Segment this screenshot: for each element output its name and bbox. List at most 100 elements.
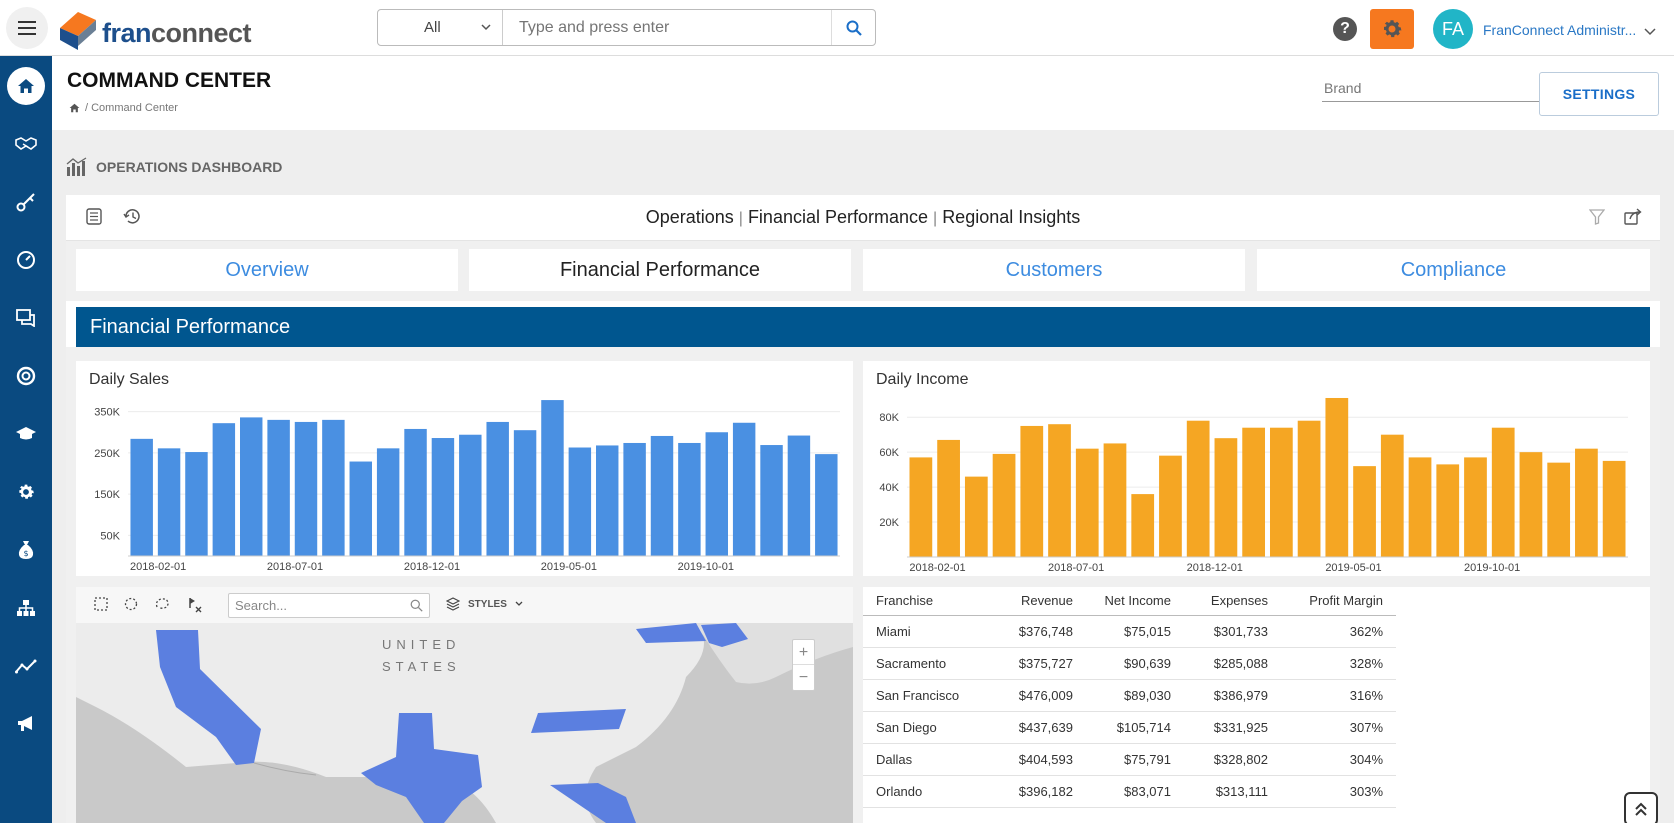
state-massachusetts[interactable] bbox=[701, 623, 748, 647]
bar[interactable] bbox=[1297, 420, 1321, 557]
bar[interactable] bbox=[157, 448, 181, 556]
nav-marketing[interactable] bbox=[0, 702, 52, 746]
tab-overview[interactable]: Overview bbox=[76, 249, 458, 291]
share-icon[interactable] bbox=[1624, 208, 1642, 225]
map-search-input[interactable]: Search... bbox=[228, 593, 430, 618]
bar[interactable] bbox=[1159, 455, 1182, 557]
bar[interactable] bbox=[130, 438, 153, 556]
brand-select[interactable]: Brand bbox=[1322, 76, 1576, 102]
bar[interactable] bbox=[596, 445, 619, 556]
bar[interactable] bbox=[1353, 466, 1376, 557]
bar[interactable] bbox=[376, 448, 400, 556]
rectangle-select-icon[interactable] bbox=[94, 597, 108, 611]
crumb-operations[interactable]: Operations bbox=[645, 207, 734, 227]
bar[interactable] bbox=[937, 439, 960, 557]
bar[interactable] bbox=[760, 445, 783, 556]
nav-messages[interactable] bbox=[0, 296, 52, 340]
nav-settings[interactable] bbox=[0, 470, 52, 514]
column-header-net-income[interactable]: Net Income bbox=[1086, 587, 1184, 616]
bar[interactable] bbox=[732, 422, 756, 556]
bar[interactable] bbox=[992, 453, 1016, 557]
bar[interactable] bbox=[1325, 397, 1349, 557]
zoom-in-button[interactable]: + bbox=[793, 640, 814, 665]
bar[interactable] bbox=[1131, 494, 1155, 557]
search-category-select[interactable]: All bbox=[378, 10, 503, 45]
bar[interactable] bbox=[568, 447, 592, 556]
bar[interactable] bbox=[1519, 452, 1543, 557]
bar[interactable] bbox=[1464, 457, 1487, 557]
nav-training[interactable] bbox=[0, 412, 52, 456]
bar[interactable] bbox=[815, 454, 838, 556]
nav-handshake[interactable] bbox=[0, 122, 52, 166]
bar[interactable] bbox=[1186, 420, 1210, 557]
state-tennessee[interactable] bbox=[531, 709, 626, 733]
home-icon[interactable] bbox=[69, 103, 80, 113]
user-name-label[interactable]: FranConnect Administr... bbox=[1483, 22, 1637, 38]
list-icon[interactable] bbox=[86, 208, 102, 225]
bar[interactable] bbox=[1048, 424, 1071, 557]
bar[interactable] bbox=[623, 442, 646, 556]
bar[interactable] bbox=[1103, 443, 1127, 557]
state-florida[interactable] bbox=[550, 783, 636, 823]
search-input[interactable] bbox=[503, 10, 831, 45]
chevron-down-icon[interactable] bbox=[1644, 27, 1656, 37]
state-new-york[interactable] bbox=[636, 623, 706, 643]
bar[interactable] bbox=[650, 435, 674, 556]
nav-org-chart[interactable] bbox=[0, 586, 52, 630]
bar[interactable] bbox=[212, 423, 236, 556]
filter-icon[interactable] bbox=[1589, 209, 1605, 225]
bar[interactable] bbox=[964, 476, 988, 557]
hamburger-menu-button[interactable] bbox=[6, 7, 48, 49]
franconnect-logo[interactable]: franconnect bbox=[56, 6, 252, 52]
bar[interactable] bbox=[787, 435, 811, 556]
bar[interactable] bbox=[541, 400, 564, 556]
crumb-financial-performance[interactable]: Financial Performance bbox=[747, 207, 929, 227]
nav-analytics[interactable] bbox=[0, 644, 52, 688]
zoom-out-button[interactable]: − bbox=[798, 669, 809, 686]
bar[interactable] bbox=[267, 419, 290, 556]
bar[interactable] bbox=[459, 434, 482, 556]
search-button[interactable] bbox=[831, 10, 875, 45]
state-california[interactable] bbox=[156, 630, 261, 765]
bar[interactable] bbox=[1547, 462, 1571, 557]
bar[interactable] bbox=[1020, 425, 1044, 557]
bar[interactable] bbox=[1269, 427, 1293, 557]
bar[interactable] bbox=[322, 419, 345, 556]
tab-financial-performance[interactable]: Financial Performance bbox=[469, 249, 851, 291]
crumb-regional-insights[interactable]: Regional Insights bbox=[942, 207, 1081, 227]
map-styles-button[interactable]: STYLES bbox=[446, 597, 523, 611]
avatar[interactable]: FA bbox=[1433, 9, 1473, 49]
nav-support[interactable] bbox=[0, 354, 52, 398]
bar[interactable] bbox=[1408, 457, 1432, 557]
bar[interactable] bbox=[1575, 448, 1598, 557]
history-icon[interactable] bbox=[123, 208, 141, 225]
bar[interactable] bbox=[1075, 448, 1099, 557]
bar[interactable] bbox=[294, 421, 318, 556]
scroll-to-top-button[interactable] bbox=[1624, 792, 1658, 823]
column-header-franchise[interactable]: Franchise bbox=[863, 587, 993, 616]
nav-key[interactable] bbox=[0, 180, 52, 224]
bar[interactable] bbox=[513, 430, 537, 556]
tab-compliance[interactable]: Compliance bbox=[1257, 249, 1650, 291]
bar[interactable] bbox=[404, 428, 427, 556]
nav-gauge[interactable] bbox=[0, 238, 52, 282]
help-icon[interactable]: ? bbox=[1333, 17, 1357, 41]
settings-gear-button[interactable] bbox=[1370, 9, 1414, 49]
table-row[interactable]: Orlando $396,182 $83,071 $313,111 303% bbox=[863, 775, 1396, 808]
bar[interactable] bbox=[909, 457, 933, 557]
bar[interactable] bbox=[240, 417, 263, 556]
bar[interactable] bbox=[349, 461, 372, 556]
nav-finance[interactable]: $ bbox=[0, 528, 52, 572]
column-header-expenses[interactable]: Expenses bbox=[1184, 587, 1281, 616]
bar[interactable] bbox=[1491, 427, 1515, 557]
table-row[interactable]: Sacramento $375,727 $90,639 $285,088 328… bbox=[863, 647, 1396, 680]
bar[interactable] bbox=[1214, 438, 1238, 557]
clear-selection-icon[interactable] bbox=[186, 597, 202, 613]
table-row[interactable]: Miami $376,748 $75,015 $301,733 362% bbox=[863, 615, 1396, 648]
circle-select-icon[interactable] bbox=[124, 597, 138, 611]
bar[interactable] bbox=[185, 452, 208, 556]
settings-button[interactable]: SETTINGS bbox=[1539, 72, 1659, 116]
lasso-select-icon[interactable] bbox=[154, 597, 170, 611]
tab-customers[interactable]: Customers bbox=[863, 249, 1245, 291]
bar[interactable] bbox=[486, 421, 509, 556]
